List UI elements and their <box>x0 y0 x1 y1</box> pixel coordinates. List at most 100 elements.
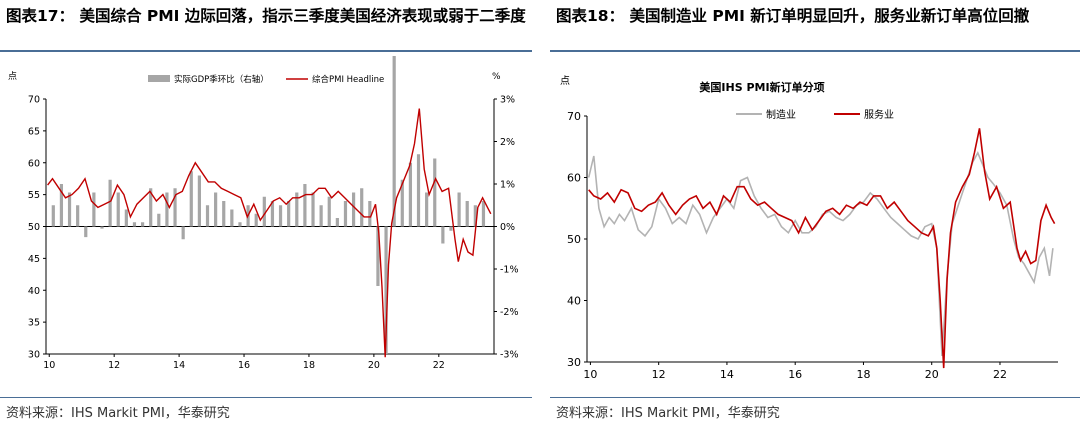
y-axis-unit-left: 点 <box>8 71 17 82</box>
x-tick-label: 20 <box>925 368 939 381</box>
new-orders-chart: 30 40 50 60 70 10 12 14 16 18 20 22 点 美国IHS PMI新订单分项制… <box>560 75 1058 381</box>
x-tick-label: 10 <box>43 360 55 371</box>
y-tick-label-left: 50 <box>28 222 40 233</box>
x-tick-label: 12 <box>652 368 666 381</box>
gdp-bar <box>408 162 413 227</box>
y-tick-label-left: 35 <box>28 318 40 329</box>
y-tick-label-right: 0% <box>500 222 515 233</box>
gdp-bar <box>205 205 210 227</box>
y-tick-label-right: 1% <box>500 180 515 191</box>
gdp-bar <box>181 226 185 240</box>
y-tick-label-left: 60 <box>28 158 40 169</box>
y-tick-label-left: 30 <box>28 350 40 361</box>
legend-label-manufacturing: 制造业 <box>766 108 796 121</box>
gdp-bar <box>311 192 315 227</box>
y-tick-label-right: 2% <box>500 137 515 148</box>
gdp-bar <box>303 184 307 227</box>
services-line <box>588 128 1056 369</box>
gdp-bar <box>433 158 437 227</box>
gdp-bar <box>149 188 153 227</box>
gdp-bar <box>238 222 242 227</box>
y-tick-label-left: 70 <box>28 95 40 106</box>
gdp-bar <box>319 205 323 227</box>
x-tick-label: 18 <box>856 368 870 381</box>
gdp-bar <box>449 226 453 231</box>
gdp-bar <box>392 56 396 227</box>
gdp-bar <box>230 209 234 227</box>
legend-swatch-gdp <box>148 75 170 82</box>
gdp-bar <box>140 222 145 227</box>
gdp-bar <box>197 175 201 227</box>
right-panel: 图表18： 美国制造业 PMI 新订单明显回升，服务业新订单高位回撤 30 40 5… <box>550 0 1080 422</box>
source-rule-right <box>550 397 1080 398</box>
y-tick-label-left: 45 <box>28 254 40 265</box>
gdp-bar <box>67 192 72 227</box>
gdp-bar <box>270 201 275 227</box>
y-tick-label-left: 40 <box>28 286 40 297</box>
gdp-bar <box>84 226 88 238</box>
figure-title-right: 图表18： 美国制造业 PMI 新订单明显回升，服务业新订单高位回撤 <box>556 7 1030 25</box>
y-tick-label: 40 <box>567 295 581 308</box>
gdp-bar <box>132 222 137 227</box>
gdp-bar <box>76 205 80 227</box>
gdp-bar <box>157 213 161 227</box>
gdp-bar <box>262 196 266 227</box>
gdp-bar <box>173 188 177 227</box>
y-tick-label-right: 3% <box>500 95 515 106</box>
x-tick-label: 22 <box>993 368 1007 381</box>
x-tick-label: 18 <box>303 360 315 371</box>
gdp-bar <box>116 192 120 227</box>
gdp-bar <box>416 154 421 227</box>
chart-title: 美国IHS PMI新订单分项 <box>699 80 824 94</box>
gdp-bar <box>425 192 429 227</box>
x-tick-label: 10 <box>583 368 597 381</box>
gdp-bar <box>343 201 348 227</box>
gdp-bar <box>473 205 477 227</box>
y-tick-label: 60 <box>567 172 581 185</box>
gdp-bar <box>278 205 283 227</box>
gdp-bar <box>376 226 380 286</box>
legend-label-gdp: 实际GDP季环比（右轴） <box>174 74 269 85</box>
gdp-bar <box>384 226 388 354</box>
gdp-bar <box>351 192 356 227</box>
composite-pmi-chart: 30 35 40 45 50 55 60 65 70 -3% -2% -1% 0% 1% 2% 3% 10 12 1… <box>8 56 519 371</box>
gdp-bar <box>481 201 486 227</box>
source-note-left: 资料来源：IHS Markit PMI，华泰研究 <box>6 406 230 421</box>
source-note-right: 资料来源：IHS Markit PMI，华泰研究 <box>556 406 780 421</box>
left-panel: 图表17： 美国综合 PMI 边际回落，指示三季度美国经济表现或弱于二季度 30… <box>0 0 532 422</box>
gdp-bar <box>214 192 218 227</box>
gdp-bar <box>165 192 169 227</box>
manufacturing-line <box>587 151 1054 356</box>
gdp-bar <box>108 179 112 227</box>
gdp-bar <box>368 201 372 227</box>
y-tick-label-left: 65 <box>28 126 40 137</box>
gdp-bar <box>51 205 55 227</box>
x-tick-label: 22 <box>433 360 445 371</box>
gdp-bar <box>59 184 64 227</box>
y-tick-label-right: -1% <box>500 265 519 276</box>
x-tick-label: 14 <box>720 368 734 381</box>
y-tick-label: 70 <box>567 110 581 123</box>
gdp-bar <box>287 201 291 227</box>
gdp-bar <box>100 226 104 229</box>
gdp-bar <box>327 196 331 227</box>
y-tick-label-right: -3% <box>500 350 519 361</box>
legend-label-pmi: 综合PMI Headline <box>312 74 384 85</box>
figure-title-left: 图表17： 美国综合 PMI 边际回落，指示三季度美国经济表现或弱于二季度 <box>6 7 526 25</box>
gdp-bar <box>441 226 445 244</box>
pmi-line <box>47 108 492 358</box>
y-axis-unit: 点 <box>560 75 570 87</box>
gdp-bar <box>124 209 128 227</box>
gdp-bar <box>295 192 299 227</box>
x-tick-label: 16 <box>788 368 802 381</box>
gdp-bar <box>457 192 461 227</box>
x-tick-label: 14 <box>173 360 185 371</box>
legend-label-services: 服务业 <box>864 108 894 121</box>
gdp-bar <box>465 201 469 227</box>
gdp-bar <box>400 179 404 227</box>
y-tick-label-left: 55 <box>28 190 40 201</box>
gdp-bar <box>189 171 193 227</box>
title-rule-right <box>550 50 1080 52</box>
y-tick-label: 30 <box>567 356 581 369</box>
x-tick-label: 12 <box>108 360 120 371</box>
